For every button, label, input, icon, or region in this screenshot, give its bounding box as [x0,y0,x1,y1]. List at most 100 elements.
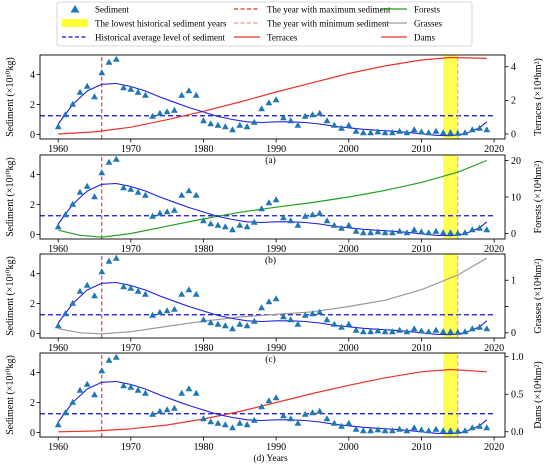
sediment-point [345,419,353,426]
sediment-point [98,268,106,275]
sediment-point [287,117,295,124]
legend-label-forests: Forests [414,4,441,14]
sediment-point [483,226,491,233]
x-tick-label: 1960 [48,144,68,155]
series-grasses [58,257,488,335]
sediment-point [98,169,106,176]
sediment-point [330,121,338,128]
sediment-point [185,286,193,293]
sediment-point [432,227,440,234]
sediment-point [381,229,389,236]
sediment-point [83,82,91,89]
sediment-point [483,325,491,332]
sediment-point [439,229,447,236]
sediment-point [185,187,193,194]
sediment-point [171,404,178,411]
panel-caption: (c) [265,354,276,365]
legend-item-lowest: The lowest historical sediment years [62,18,227,28]
sediment-point [381,427,389,434]
legend-swatch-lowest [62,19,88,27]
sediment-point [447,427,454,434]
sediment-point [243,421,251,428]
left-tick-label: 4 [30,269,35,280]
legend-label-sediment: Sediment [95,4,129,14]
x-tick-label: 1970 [121,244,141,255]
sediment-point [207,319,215,326]
sediment-point [149,311,156,318]
sediment-point [396,127,403,134]
left-tick-label: 2 [30,200,35,211]
sediment-point [236,121,244,128]
sediment-point [91,93,98,100]
x-tick-label: 1980 [193,144,213,155]
sediment-point [280,313,287,320]
sediment-point [389,328,396,335]
sediment-point [243,223,251,230]
lowest-years-band [443,353,458,437]
sediment-point [178,91,186,98]
sediment-point [112,55,120,62]
sediment-point [91,193,98,200]
sediment-point [287,316,295,323]
left-tick-label: 0 [30,230,35,241]
series-terraces [58,56,487,135]
legend-frame [56,1,473,47]
sediment-point [214,221,222,228]
panel-caption: (a) [265,155,276,166]
sediment-point [447,129,454,136]
sediment-point [236,221,244,228]
sediment-point [221,223,229,230]
sediment-point [461,427,469,434]
sediment-fit-curve [57,281,488,336]
sediment-point [439,129,447,136]
right-axis-label: Forests (×10⁴hm²) [533,161,544,234]
sediment-point [330,320,338,327]
sediment-point [359,229,367,236]
sediment-point [309,310,316,317]
x-tick-label: 1980 [193,244,213,255]
sediment-point [483,126,491,133]
lowest-years-band [443,254,458,338]
x-tick-label: 2010 [411,244,431,255]
left-axis-label: Sediment (×10¹⁰kg) [5,57,16,137]
sediment-point [432,326,440,333]
legend-label-lowest: The lowest historical sediment years [95,18,227,28]
legend-label-terraces: Terraces [267,32,298,42]
sediment-point [265,397,273,404]
sediment-point [91,292,98,299]
sediment-point [359,427,367,434]
right-axis-label: Terraces (×10⁴hm²) [533,58,544,136]
legend-item-average: Historical average level of sediment [62,32,225,42]
sediment-point [105,158,113,165]
sediment-point [272,295,280,302]
sediment-point [272,96,280,103]
sediment-point [192,191,200,198]
sediment-point [425,328,433,335]
sediment-point [389,229,396,236]
right-axis-label: Grasses (×10⁴hm²) [533,258,544,333]
panel-4: 0 2 4 0.0 0.5 1.0 1960 1970 1980 1990 2000 2010 2020… [5,352,544,464]
sediment-point [221,123,229,130]
sediment-point [461,129,469,136]
sediment-point [54,223,62,230]
x-tick-label: 1990 [266,144,286,155]
x-tick-label: 2000 [339,343,359,354]
left-tick-label: 2 [30,100,35,111]
sediment-point [439,427,447,434]
legend-item-forests: Forests [381,4,441,14]
x-tick-label: 1960 [48,442,68,453]
sediment-point [229,424,236,431]
sediment-point [171,106,178,113]
right-axis-label: Dams (×10⁴hm²) [533,361,544,428]
sediment-point [76,188,84,195]
x-tick-label: 1990 [266,343,286,354]
legend-item-dams: Dams [381,32,435,42]
sediment-point [62,211,69,218]
sediment-point [323,316,331,323]
x-tick-label: 1970 [121,144,141,155]
sediment-point [280,114,287,121]
sediment-point [410,424,418,431]
sediment-point [316,308,324,315]
sediment-point [178,191,186,198]
